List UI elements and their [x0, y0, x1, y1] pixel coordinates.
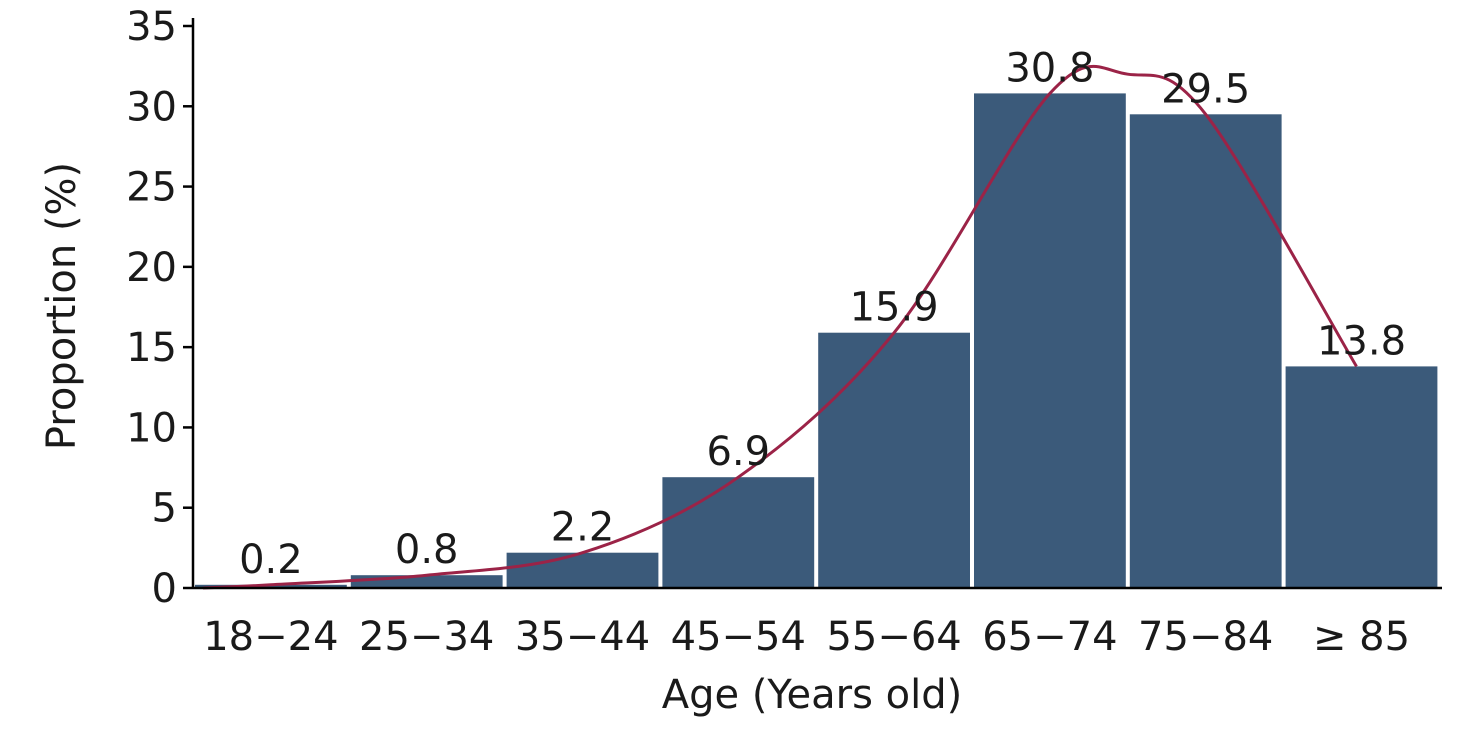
- bar-1: [350, 575, 503, 588]
- value-label-2: 2.2: [551, 505, 615, 551]
- bar-5: [974, 93, 1126, 589]
- value-label-4: 15.9: [850, 285, 939, 331]
- y-tick-label-2: 10: [126, 405, 177, 451]
- bar-4: [818, 332, 970, 588]
- bar-2: [506, 552, 659, 588]
- bar-0: [195, 584, 347, 588]
- x-tick-label-4: 55−64: [826, 614, 961, 660]
- y-tick-label-0: 0: [152, 566, 177, 612]
- value-label-3: 6.9: [706, 429, 770, 475]
- y-tick-label-1: 5: [152, 486, 177, 532]
- x-axis: 18−24 25−34 35−44 45−54 55−64 65−74 75−84 ≥ 85: [193, 586, 1442, 660]
- y-tick-label-7: 35: [126, 4, 177, 50]
- bars-group: [195, 93, 1438, 589]
- y-axis: 0 5 10 15 20 25 30 35: [126, 4, 195, 612]
- value-labels-group: 0.2 0.8 2.2 6.9 15.9 30.8 29.5 13.8: [239, 45, 1406, 582]
- value-label-1: 0.8: [395, 527, 459, 573]
- value-label-0: 0.2: [239, 537, 303, 583]
- bar-7: [1285, 366, 1438, 588]
- x-tick-label-2: 35−44: [515, 614, 650, 660]
- y-tick-label-6: 30: [126, 84, 177, 130]
- x-axis-title: Age (Years old): [662, 672, 963, 718]
- y-axis-title: Proportion (%): [39, 162, 85, 450]
- trend-curve: [202, 64, 1358, 590]
- y-tick-label-5: 25: [126, 165, 177, 211]
- y-tick-label-3: 15: [126, 325, 177, 371]
- y-tick-label-4: 20: [126, 245, 177, 291]
- x-tick-label-0: 18−24: [203, 614, 338, 660]
- x-tick-label-3: 45−54: [671, 614, 806, 660]
- bar-3: [662, 477, 815, 588]
- value-label-5: 30.8: [1005, 45, 1094, 91]
- x-tick-label-6: 75−84: [1138, 614, 1273, 660]
- x-tick-label-5: 65−74: [982, 614, 1117, 660]
- bar-6: [1129, 114, 1282, 589]
- x-tick-label-1: 25−34: [359, 614, 494, 660]
- value-label-7: 13.8: [1317, 318, 1406, 364]
- x-tick-label-7: ≥ 85: [1313, 614, 1410, 660]
- value-label-6: 29.5: [1161, 66, 1250, 112]
